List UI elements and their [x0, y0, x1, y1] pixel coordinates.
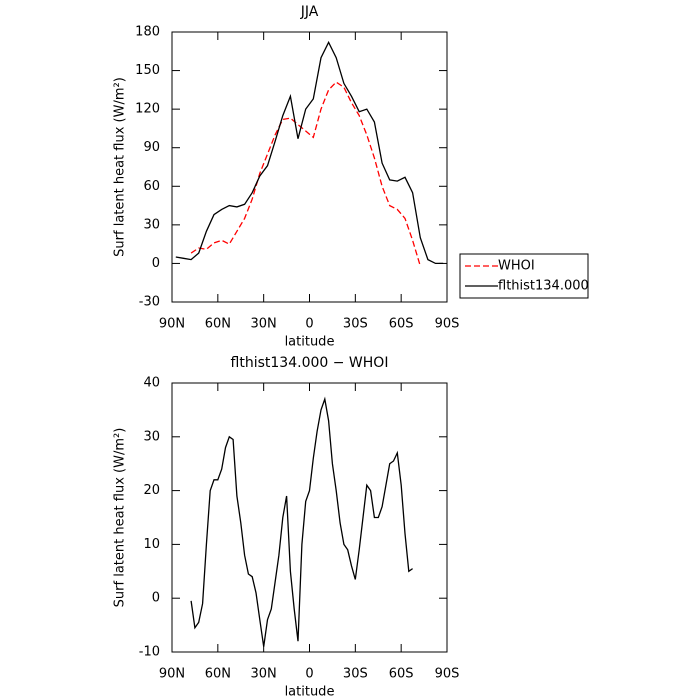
x-tick-label: 0 — [305, 317, 313, 332]
x-tick-label: 60N — [205, 317, 231, 332]
y-tick-label: 180 — [135, 25, 160, 40]
x-tick-label: 60S — [389, 667, 414, 682]
y-axis-label: Surf latent heat flux (W/m²) — [113, 77, 128, 257]
panel: flthist134.000 − WHOI latitude Surf latent… — [113, 355, 460, 700]
data-line — [190, 81, 421, 267]
panel: JJA latitude Surf latent heat flux (W/m²) -… — [113, 4, 589, 350]
y-tick-label: 0 — [152, 256, 160, 271]
y-tick-label: 30 — [143, 429, 160, 444]
chart-title: flthist134.000 − WHOI — [231, 355, 389, 371]
x-tick-label: 90S — [435, 667, 460, 682]
x-tick-label: 90S — [435, 317, 460, 332]
plot-frame — [171, 31, 448, 303]
x-axis-label: latitude — [285, 685, 335, 700]
y-tick-label: -30 — [139, 295, 160, 310]
x-tick-label: 60N — [205, 667, 231, 682]
x-tick-label: 60S — [389, 317, 414, 332]
legend-box — [459, 253, 589, 299]
legend-label: WHOI — [498, 259, 535, 274]
y-tick-label: -10 — [139, 645, 160, 660]
y-tick-label: 60 — [143, 179, 160, 194]
data-line — [175, 40, 444, 265]
y-tick-label: 90 — [143, 140, 160, 155]
y-tick-label: 0 — [152, 591, 160, 606]
x-tick-label: 90N — [159, 667, 185, 682]
y-tick-label: 10 — [143, 537, 160, 552]
x-tick-label: 30S — [343, 317, 368, 332]
x-tick-label: 30N — [251, 317, 277, 332]
y-tick-label: 40 — [143, 376, 160, 391]
y-tick-label: 150 — [135, 63, 160, 78]
y-tick-label: 30 — [143, 217, 160, 232]
plot-frame — [171, 382, 448, 653]
data-line — [190, 396, 413, 647]
y-tick-label: 120 — [135, 102, 160, 117]
x-tick-label: 30S — [343, 667, 368, 682]
legend-label: flthist134.000 — [498, 279, 589, 294]
x-tick-label: 90N — [159, 317, 185, 332]
x-tick-label: 30N — [251, 667, 277, 682]
chart-title: JJA — [300, 4, 319, 20]
x-tick-label: 0 — [305, 667, 313, 682]
y-axis-label: Surf latent heat flux (W/m²) — [113, 428, 128, 608]
x-axis-label: latitude — [285, 335, 335, 350]
y-tick-label: 20 — [143, 483, 160, 498]
